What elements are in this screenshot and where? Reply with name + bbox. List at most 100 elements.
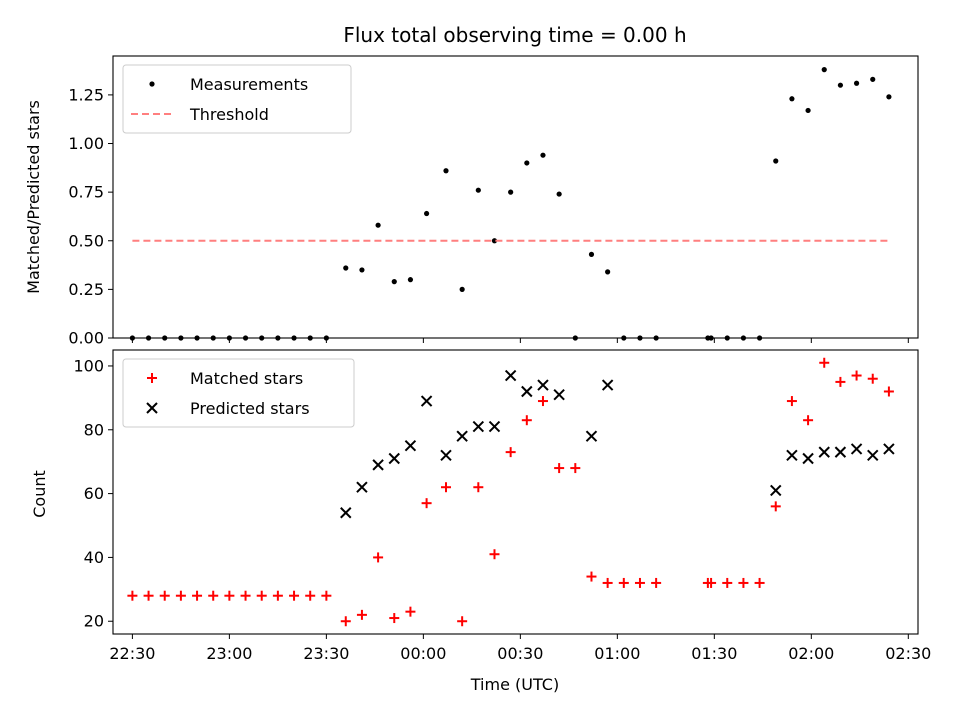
matched-star-point	[240, 590, 251, 601]
bottom-x-tick-label: 01:00	[594, 644, 640, 663]
matched-star-point	[554, 463, 565, 474]
bottom-x-tick-label: 22:30	[109, 644, 155, 663]
measurement-point	[556, 191, 562, 197]
measurement-point	[407, 277, 414, 283]
measurement-point	[821, 67, 827, 73]
measurement-point	[756, 335, 763, 341]
legend-predicted-swatch	[146, 402, 158, 414]
legend-label: Measurements	[190, 75, 308, 94]
matched-star-point	[321, 590, 332, 601]
predicted-star-point	[585, 430, 598, 442]
bottom-x-tick-label: 23:00	[206, 644, 252, 663]
measurement-point	[637, 335, 643, 341]
predicted-star-point	[867, 449, 879, 462]
predicted-star-point	[488, 420, 501, 433]
bottom-y-tick-label: 40	[84, 548, 104, 567]
measurement-point	[443, 168, 449, 174]
measurement-point	[572, 335, 578, 341]
predicted-star-point	[818, 446, 830, 458]
bottom-y-tick-label: 60	[84, 484, 104, 503]
measurement-point	[789, 96, 795, 102]
matched-star-point	[738, 577, 749, 588]
predicted-star-point	[553, 388, 565, 401]
measurement-point	[210, 335, 216, 341]
matched-star-point	[289, 590, 300, 601]
measurement-point	[508, 189, 514, 195]
bottom-legend-box	[122, 358, 355, 428]
legend-label: Predicted stars	[190, 399, 310, 418]
bottom-plot-area: 20 40 60 80 100 22:30 23:00 23:30 00:00 00:30 01:0…	[73, 349, 931, 663]
matched-star-point	[722, 577, 733, 588]
matched-star-point	[570, 463, 581, 474]
matched-star-point	[537, 396, 548, 407]
matched-star-point	[835, 376, 846, 387]
measurement-point	[459, 286, 465, 292]
measurement-point	[145, 335, 152, 341]
measurement-point	[653, 335, 659, 341]
bottom-panel: 20 40 60 80 100 22:30 23:00 23:30 00:00 00:30 01:0…	[30, 349, 931, 694]
predicted-star-point	[356, 481, 368, 493]
top-axes-frame	[112, 55, 919, 339]
measurement-point	[853, 80, 860, 86]
measurement-point	[540, 152, 546, 158]
measurement-point	[323, 335, 329, 341]
matched-star-point	[489, 549, 500, 560]
bottom-y-tick-label: 100	[73, 356, 104, 375]
bottom-axes-frame	[112, 349, 919, 635]
matched-star-point	[256, 590, 267, 601]
matched-star-point	[586, 571, 597, 582]
predicted-star-point	[802, 452, 814, 465]
bottom-x-tick-label: 00:30	[497, 644, 543, 663]
top-legend: Measurements Threshold	[122, 64, 352, 134]
matched-star-point	[143, 590, 154, 601]
top-y-tick-label: 0.00	[68, 329, 104, 348]
top-y-tick-label: 0.75	[68, 183, 104, 202]
top-y-tick-label: 1.00	[68, 134, 104, 153]
bottom-x-tick-label: 01:30	[691, 644, 737, 663]
legend-measurement-swatch	[149, 81, 155, 87]
matched-star-point	[473, 482, 484, 493]
measurement-point	[291, 335, 297, 341]
predicted-star-point	[786, 449, 798, 462]
measurement-point	[491, 238, 498, 244]
matched-star-point	[786, 396, 797, 407]
top-chart-title: Flux total observing time = 0.00 h	[343, 23, 686, 47]
legend-label: Threshold	[189, 105, 269, 124]
measurement-point	[375, 222, 381, 228]
measurement-point	[162, 335, 168, 341]
bottom-y-tick-label: 20	[84, 612, 104, 631]
matched-star-point	[651, 577, 662, 588]
matched-star-point	[127, 590, 138, 601]
matched-star-point	[272, 590, 283, 601]
matched-star-point	[602, 577, 613, 588]
predicted-star-point	[850, 443, 863, 455]
measurement-point	[391, 279, 397, 285]
predicted-star-point	[404, 440, 417, 452]
measurement-point	[708, 335, 714, 341]
predicted-star-point	[472, 420, 485, 433]
matched-star-point	[803, 415, 814, 426]
top-y-axis-label: Matched/Predicted stars	[24, 100, 43, 294]
matched-star-point	[457, 616, 468, 627]
matched-star-point	[634, 577, 645, 588]
measurement-point	[194, 335, 200, 341]
predicted-star-point	[340, 507, 352, 519]
predicted-star-point	[521, 385, 533, 398]
matched-star-point	[819, 357, 830, 368]
top-panel: Flux total observing time = 0.00 h 0.00 0…	[24, 23, 919, 348]
measurement-point	[837, 82, 844, 88]
matched-star-point	[867, 373, 878, 384]
predicted-star-point	[372, 459, 384, 471]
measurement-point	[343, 265, 349, 271]
top-y-tick-label: 0.50	[68, 231, 104, 250]
measurement-point	[129, 335, 135, 341]
bottom-x-tick-label: 00:00	[400, 644, 446, 663]
matched-star-point	[175, 590, 186, 601]
measurement-point	[870, 76, 876, 82]
measurement-point	[805, 107, 811, 114]
x-axis-label: Time (UTC)	[470, 675, 559, 694]
predicted-star-point	[420, 395, 433, 407]
predicted-star-point	[388, 452, 400, 465]
matched-star-point	[770, 501, 781, 512]
